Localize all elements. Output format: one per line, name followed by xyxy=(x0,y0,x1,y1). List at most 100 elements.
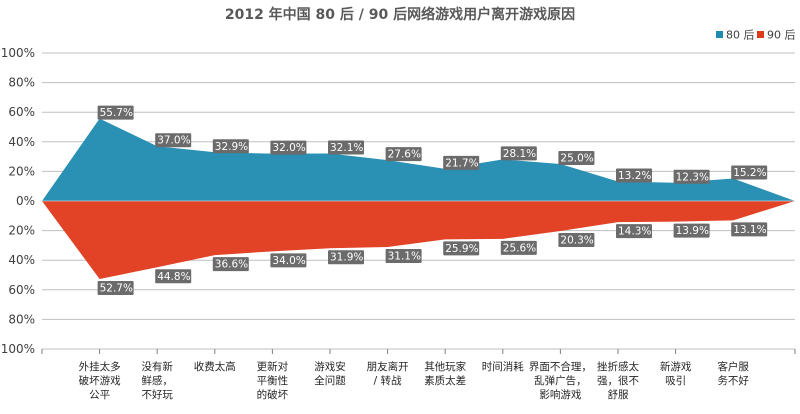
series-80-area xyxy=(42,118,795,201)
x-category-label-line: 平衡性 xyxy=(257,374,289,387)
data-label-text: 28.1% xyxy=(503,148,536,160)
legend-item: 80 后 xyxy=(716,29,755,42)
data-label-text: 13.9% xyxy=(676,225,709,237)
legend-item: 90 后 xyxy=(757,29,796,42)
x-category-label-line: 强，很不 xyxy=(597,374,639,387)
data-label-bg xyxy=(443,155,480,170)
data-label-bg xyxy=(443,241,480,256)
y-tick-label: 80% xyxy=(8,76,35,90)
data-label-text: 13.1% xyxy=(733,224,766,236)
data-label-text: 34.0% xyxy=(272,255,305,267)
data-label-80: 21.7% xyxy=(443,155,480,170)
data-label-text: 31.1% xyxy=(388,251,421,263)
legend-swatch xyxy=(716,31,723,38)
legend-swatch xyxy=(757,31,764,38)
data-label-bg xyxy=(500,146,537,161)
data-label-text: 21.7% xyxy=(445,157,478,169)
data-label-text: 12.3% xyxy=(676,171,709,183)
x-category-label: 界面不合理，乱弹广告，影响游戏 xyxy=(529,360,592,401)
x-category-label: 挫折感太强，很不舒服 xyxy=(597,360,639,401)
data-label-bg xyxy=(673,223,710,238)
x-category-label-line: 外挂太多 xyxy=(79,360,121,373)
series-90-area xyxy=(42,201,795,279)
legend-label: 80 后 xyxy=(726,29,755,42)
data-label-90: 52.7% xyxy=(97,280,134,295)
x-category-label-line: 公平 xyxy=(89,389,110,401)
x-category-label-line: 游戏安 xyxy=(314,360,346,373)
data-label-text: 25.9% xyxy=(445,243,478,255)
x-category-label-line: 时间消耗 xyxy=(482,360,524,373)
x-category-label-line: 其他玩家 xyxy=(424,360,466,373)
data-label-bg xyxy=(500,240,537,255)
x-category-label: 朋友离开/ 转战 xyxy=(367,360,409,387)
data-label-80: 37.0% xyxy=(155,133,192,148)
data-label-bg xyxy=(385,147,422,162)
data-label-bg xyxy=(616,168,652,183)
data-label-80: 27.6% xyxy=(385,147,422,162)
data-label-80: 32.1% xyxy=(328,140,364,155)
y-tick-label: 80% xyxy=(8,312,35,326)
x-category-label: 其他玩家素质太差 xyxy=(424,360,466,387)
data-label-bg xyxy=(673,169,710,184)
data-label-90: 36.6% xyxy=(212,257,249,272)
data-label-text: 31.9% xyxy=(330,252,363,264)
data-label-bg xyxy=(212,139,249,154)
y-tick-label: 40% xyxy=(8,253,35,267)
data-label-bg xyxy=(731,222,768,237)
y-tick-label: 60% xyxy=(8,105,35,119)
data-label-90: 13.9% xyxy=(673,223,710,238)
x-category-label: 外挂太多破坏游戏公平 xyxy=(79,360,121,401)
data-label-80: 12.3% xyxy=(673,169,710,184)
data-label-80: 13.2% xyxy=(616,168,652,183)
data-label-90: 14.3% xyxy=(616,224,652,239)
data-label-bg xyxy=(155,133,192,148)
data-label-80: 32.0% xyxy=(270,140,307,155)
x-category-label: 游戏安全问题 xyxy=(314,360,346,387)
x-category-label: 客户服务不好 xyxy=(717,360,749,387)
data-label-bg xyxy=(97,105,134,120)
x-category-label-line: 新游戏 xyxy=(660,360,692,373)
data-label-90: 20.3% xyxy=(558,233,595,248)
data-label-text: 25.0% xyxy=(560,153,593,165)
x-category-label-line: 舒服 xyxy=(608,388,629,401)
x-category-label: 没有新鲜感， 不好玩 xyxy=(141,360,173,401)
data-label-90: 31.1% xyxy=(385,249,422,264)
data-label-bg xyxy=(558,233,595,248)
x-category-label-line: 更新对 xyxy=(257,360,289,373)
x-category-label-line: 没有新 xyxy=(141,360,173,373)
x-category-label-line: 客户服 xyxy=(717,360,749,373)
x-category-label-line: 务不好 xyxy=(717,374,749,387)
x-category-label-line: / 转战 xyxy=(374,374,402,387)
data-label-bg xyxy=(97,280,134,295)
data-label-text: 20.3% xyxy=(560,235,593,247)
data-label-80: 55.7% xyxy=(97,105,134,120)
data-label-text: 36.6% xyxy=(215,259,248,271)
data-label-bg xyxy=(616,224,652,239)
x-category-label: 收费太高 xyxy=(194,360,236,373)
x-category-label-line: 不好玩 xyxy=(141,389,173,401)
y-tick-label: 0% xyxy=(16,194,35,208)
data-label-text: 52.7% xyxy=(100,282,133,294)
data-label-text: 15.2% xyxy=(733,167,766,179)
data-label-90: 44.8% xyxy=(155,269,192,284)
data-label-90: 25.6% xyxy=(500,240,537,255)
x-category-label-line: 全问题 xyxy=(314,374,346,387)
legend-label: 90 后 xyxy=(767,29,796,42)
x-category-label-line: 朋友离开 xyxy=(367,360,409,373)
y-tick-label: 20% xyxy=(8,164,35,178)
x-category-label: 时间消耗 xyxy=(482,360,524,373)
data-label-text: 13.2% xyxy=(618,170,651,182)
x-category-label-line: 吸引 xyxy=(665,374,686,387)
data-label-bg xyxy=(270,140,307,155)
x-category-label: 新游戏吸引 xyxy=(660,360,692,387)
data-label-bg xyxy=(328,250,364,265)
data-label-text: 14.3% xyxy=(618,226,651,238)
data-label-90: 25.9% xyxy=(443,241,480,256)
data-label-bg xyxy=(155,269,192,284)
x-category-label-line: 收费太高 xyxy=(194,360,236,373)
y-tick-label: 40% xyxy=(8,135,35,149)
y-tick-label: 60% xyxy=(8,283,35,297)
data-label-90: 13.1% xyxy=(731,222,768,237)
x-category-label-line: 破坏游戏 xyxy=(79,374,121,387)
